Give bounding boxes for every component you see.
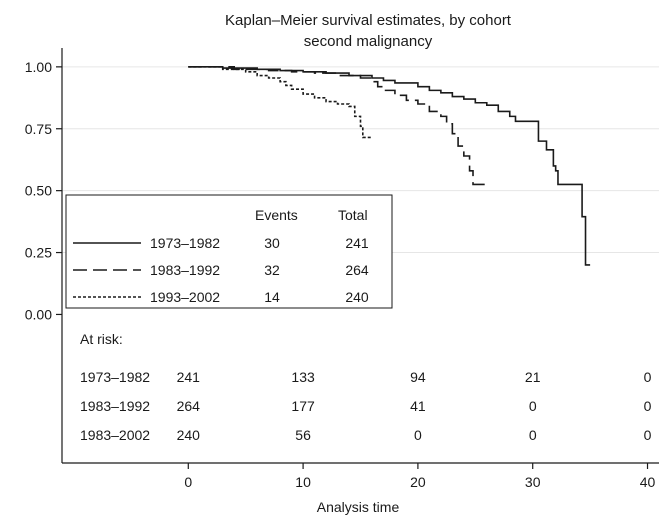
y-tick-label-4: 1.00 (25, 59, 52, 75)
risk-table: At risk: 1973–1982 241 133 94 21 0 1983–1992 264… (80, 331, 652, 443)
legend-label-0: 1973–1982 (150, 235, 220, 251)
risk-row-label-0: 1973–1982 (80, 369, 150, 385)
risk-value-2-2: 0 (414, 427, 422, 443)
risk-value-0-2: 94 (410, 369, 426, 385)
risk-value-1-1: 177 (291, 398, 315, 414)
legend: Events Total 1973–1982 30 241 1983–1992 32 264 1… (65, 194, 393, 309)
legend-header-total: Total (338, 207, 368, 223)
risk-row-label-2: 1983–2002 (80, 427, 150, 443)
risk-value-1-2: 41 (410, 398, 426, 414)
legend-box (65, 194, 393, 309)
series-line-1 (188, 66, 487, 186)
legend-total-1: 264 (345, 262, 369, 278)
y-tick-label-0: 0.00 (25, 306, 52, 322)
legend-events-0: 30 (264, 235, 280, 251)
legend-total-2: 240 (345, 289, 369, 305)
risk-value-2-3: 0 (529, 427, 537, 443)
risk-row-label-1: 1983–1992 (80, 398, 150, 414)
risk-value-2-0: 240 (177, 427, 201, 443)
series-line-0 (188, 66, 591, 266)
y-tick-label-3: 0.75 (25, 121, 52, 137)
risk-value-0-0: 241 (177, 369, 201, 385)
x-tick-label-2: 20 (410, 474, 426, 490)
x-tick-label-1: 10 (295, 474, 311, 490)
risk-value-2-4: 0 (644, 427, 652, 443)
y-tick-label-1: 0.25 (25, 245, 52, 261)
x-tick-label-3: 30 (525, 474, 541, 490)
legend-label-2: 1993–2002 (150, 289, 220, 305)
legend-events-2: 14 (264, 289, 280, 305)
risk-header: At risk: (80, 331, 123, 347)
x-tick-label-4: 40 (640, 474, 656, 490)
risk-value-0-1: 133 (291, 369, 315, 385)
y-tick-label-2: 0.50 (25, 183, 52, 199)
series-lines (188, 66, 591, 266)
axes: 0.00 0.25 0.50 0.75 1.00 0 10 20 30 40 (25, 48, 659, 490)
legend-header-events: Events (255, 207, 298, 223)
legend-events-1: 32 (264, 262, 280, 278)
chart-subtitle: second malignancy (304, 33, 433, 50)
risk-value-1-4: 0 (644, 398, 652, 414)
x-tick-label-0: 0 (184, 474, 192, 490)
risk-value-1-3: 0 (529, 398, 537, 414)
risk-value-0-3: 21 (525, 369, 541, 385)
series-line-2 (188, 66, 372, 139)
risk-value-0-4: 0 (644, 369, 652, 385)
x-axis-label: Analysis time (317, 499, 400, 515)
risk-value-1-0: 264 (177, 398, 201, 414)
legend-label-1: 1983–1992 (150, 262, 220, 278)
chart-title: Kaplan–Meier survival estimates, by coho… (225, 12, 512, 29)
legend-total-0: 241 (345, 235, 369, 251)
risk-value-2-1: 56 (295, 427, 311, 443)
